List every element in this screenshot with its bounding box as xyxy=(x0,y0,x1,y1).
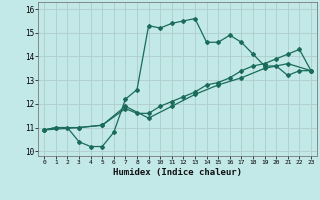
X-axis label: Humidex (Indice chaleur): Humidex (Indice chaleur) xyxy=(113,168,242,177)
